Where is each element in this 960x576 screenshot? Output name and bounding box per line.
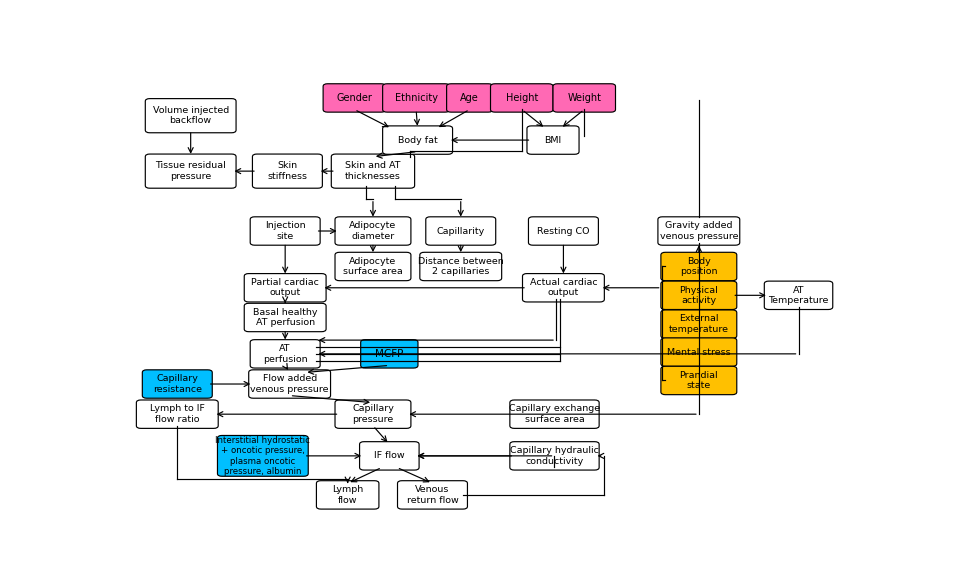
FancyBboxPatch shape — [244, 304, 326, 332]
Text: MCFP: MCFP — [375, 349, 403, 359]
FancyBboxPatch shape — [218, 435, 308, 476]
Text: Adipocyte
surface area: Adipocyte surface area — [343, 257, 403, 276]
Text: Gravity added
venous pressure: Gravity added venous pressure — [660, 221, 738, 241]
FancyBboxPatch shape — [660, 310, 736, 338]
FancyBboxPatch shape — [136, 400, 218, 429]
FancyBboxPatch shape — [335, 217, 411, 245]
FancyBboxPatch shape — [145, 98, 236, 132]
Text: Injection
site: Injection site — [265, 221, 305, 241]
Text: Lymph
flow: Lymph flow — [332, 485, 363, 505]
FancyBboxPatch shape — [764, 281, 832, 309]
Text: Volume injected
backflow: Volume injected backflow — [153, 106, 228, 126]
FancyBboxPatch shape — [249, 370, 330, 398]
FancyBboxPatch shape — [660, 338, 736, 366]
FancyBboxPatch shape — [553, 84, 615, 112]
Text: Physical
activity: Physical activity — [680, 286, 718, 305]
Text: IF flow: IF flow — [374, 452, 405, 460]
FancyBboxPatch shape — [383, 126, 452, 154]
Text: Capillarity: Capillarity — [437, 226, 485, 236]
FancyBboxPatch shape — [446, 84, 492, 112]
FancyBboxPatch shape — [522, 274, 605, 302]
FancyBboxPatch shape — [491, 84, 553, 112]
Text: BMI: BMI — [544, 135, 562, 145]
Text: Interstitial hydrostatic
+ oncotic pressure,
plasma oncotic
pressure, albumin: Interstitial hydrostatic + oncotic press… — [215, 436, 310, 476]
Text: Adipocyte
diameter: Adipocyte diameter — [349, 221, 396, 241]
FancyBboxPatch shape — [528, 217, 598, 245]
FancyBboxPatch shape — [420, 252, 502, 281]
Text: Weight: Weight — [567, 93, 601, 103]
Text: Mental stress: Mental stress — [667, 347, 731, 357]
Text: Ethnicity: Ethnicity — [395, 93, 438, 103]
Text: Basal healthy
AT perfusion: Basal healthy AT perfusion — [252, 308, 318, 327]
Text: Venous
return flow: Venous return flow — [407, 485, 458, 505]
FancyBboxPatch shape — [660, 366, 736, 395]
Text: Age: Age — [460, 93, 479, 103]
FancyBboxPatch shape — [335, 252, 411, 281]
Text: Body
position: Body position — [680, 257, 717, 276]
Text: Body fat: Body fat — [397, 135, 438, 145]
FancyBboxPatch shape — [317, 481, 379, 509]
FancyBboxPatch shape — [145, 154, 236, 188]
FancyBboxPatch shape — [331, 154, 415, 188]
Text: AT
perfusion: AT perfusion — [263, 344, 307, 363]
FancyBboxPatch shape — [383, 84, 449, 112]
Text: Flow added
venous pressure: Flow added venous pressure — [251, 374, 329, 394]
FancyBboxPatch shape — [252, 154, 323, 188]
Text: Tissue residual
pressure: Tissue residual pressure — [156, 161, 226, 181]
Text: Distance between
2 capillaries: Distance between 2 capillaries — [418, 257, 504, 276]
Text: Capillary
resistance: Capillary resistance — [153, 374, 202, 394]
Text: Lymph to IF
flow ratio: Lymph to IF flow ratio — [150, 404, 204, 424]
Text: Height: Height — [506, 93, 538, 103]
Text: AT
Temperature: AT Temperature — [768, 286, 828, 305]
Text: Skin and AT
thicknesses: Skin and AT thicknesses — [345, 161, 401, 181]
FancyBboxPatch shape — [658, 217, 740, 245]
FancyBboxPatch shape — [361, 340, 418, 368]
Text: Skin
stiffness: Skin stiffness — [268, 161, 307, 181]
FancyBboxPatch shape — [510, 442, 599, 470]
Text: Capillary hydraulic
conductivity: Capillary hydraulic conductivity — [510, 446, 599, 465]
Text: Resting CO: Resting CO — [538, 226, 589, 236]
FancyBboxPatch shape — [660, 281, 736, 309]
Text: Prandial
state: Prandial state — [680, 371, 718, 390]
Text: Capillary
pressure: Capillary pressure — [352, 404, 394, 424]
Text: External
temperature: External temperature — [669, 314, 729, 334]
FancyBboxPatch shape — [324, 84, 386, 112]
Text: Actual cardiac
output: Actual cardiac output — [530, 278, 597, 297]
FancyBboxPatch shape — [244, 274, 326, 302]
Text: Capillary exchange
surface area: Capillary exchange surface area — [509, 404, 600, 424]
FancyBboxPatch shape — [397, 481, 468, 509]
Text: Partial cardiac
output: Partial cardiac output — [252, 278, 319, 297]
FancyBboxPatch shape — [510, 400, 599, 429]
FancyBboxPatch shape — [251, 340, 320, 368]
FancyBboxPatch shape — [527, 126, 579, 154]
FancyBboxPatch shape — [335, 400, 411, 429]
FancyBboxPatch shape — [426, 217, 495, 245]
FancyBboxPatch shape — [142, 370, 212, 398]
FancyBboxPatch shape — [660, 252, 736, 281]
Text: Gender: Gender — [336, 93, 372, 103]
FancyBboxPatch shape — [360, 442, 420, 470]
FancyBboxPatch shape — [251, 217, 320, 245]
